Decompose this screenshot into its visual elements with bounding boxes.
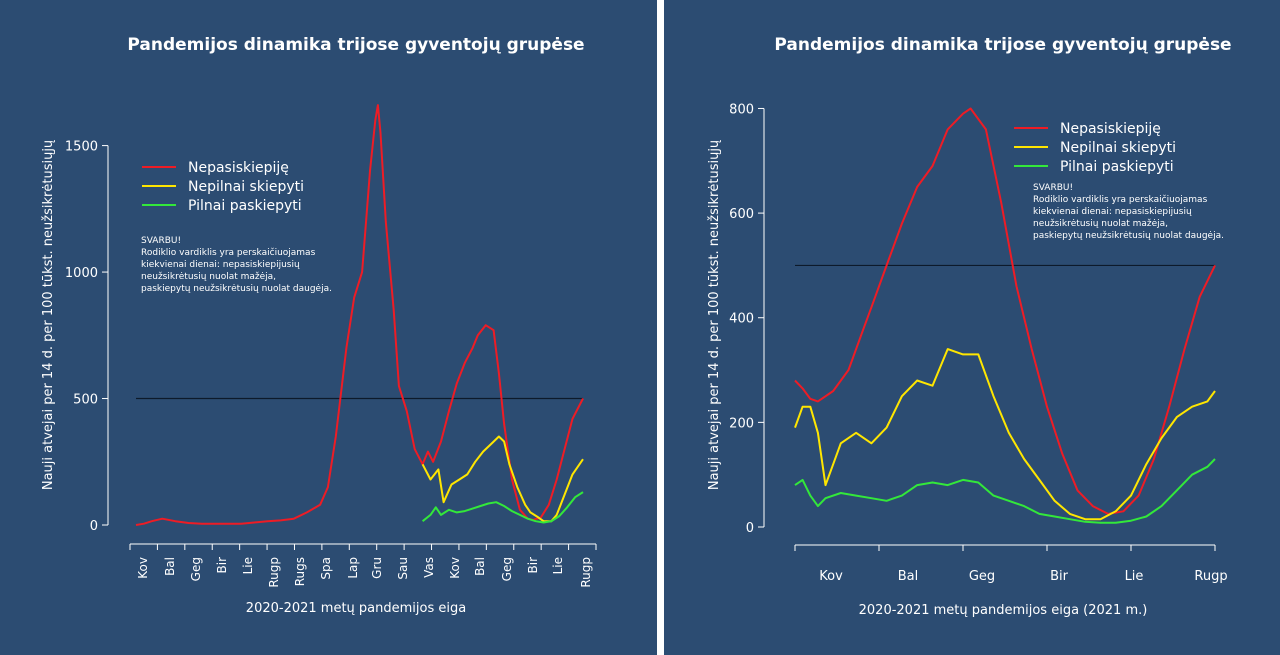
y-tick-label: 800: [729, 102, 754, 117]
x-tick-label: Bal: [473, 557, 487, 576]
y-axis-label: Nauji atvejai per 14 d. per 100 tūkst. n…: [41, 140, 56, 490]
chart-panel-left: Pandemijos dinamika trijose gyventojų gr…: [0, 0, 657, 655]
note-line: neužsikrėtusių nuolat mažėja,: [141, 272, 276, 282]
legend-label: Nepasiskiepiję: [1060, 121, 1161, 137]
series-line-0: [135, 104, 584, 526]
x-tick-label: Bir: [215, 557, 229, 574]
y-tick-label: 0: [746, 521, 754, 536]
x-axis-label: 2020-2021 metų pandemijos eiga: [246, 601, 466, 616]
chart-right: Pandemijos dinamika trijose gyventojų gr…: [707, 35, 1232, 618]
note-line: kiekvienai dienai: nepasiskiepijusių: [141, 260, 300, 270]
x-tick-label: Sau: [396, 557, 410, 580]
legend-label: Nepasiskiepiję: [188, 160, 289, 176]
chart-left: Pandemijos dinamika trijose gyventojų gr…: [41, 35, 597, 616]
series-line-2: [794, 458, 1216, 524]
y-tick-label: 200: [729, 416, 754, 431]
x-tick-label: Bal: [163, 557, 177, 576]
note-line: neužsikrėtusių nuolat mažėja,: [1033, 219, 1168, 229]
x-tick-label: Geg: [189, 557, 203, 581]
x-tick-label: Kov: [448, 557, 462, 579]
legend-label: Nepilnai skiepyti: [1060, 140, 1176, 156]
x-tick-label: Bir: [1050, 569, 1069, 584]
chart-title: Pandemijos dinamika trijose gyventojų gr…: [774, 35, 1231, 55]
legend-label: Pilnai paskiepyti: [1060, 159, 1174, 175]
y-tick-label: 500: [73, 393, 98, 408]
x-tick-label: Spa: [319, 557, 333, 580]
x-tick-label: Geg: [500, 557, 514, 581]
y-axis-label: Nauji atvejai per 14 d. per 100 tūkst. n…: [707, 140, 722, 490]
series-line-1: [421, 435, 584, 523]
x-tick-label: Lap: [346, 557, 360, 579]
x-tick-label: Lie: [241, 557, 255, 574]
x-tick-label: Rugp: [267, 557, 281, 588]
x-tick-label: Rugp: [579, 557, 593, 588]
x-axis-label: 2020-2021 metų pandemijos eiga (2021 m.): [859, 603, 1148, 618]
y-tick-label: 400: [729, 312, 754, 327]
chart-title: Pandemijos dinamika trijose gyventojų gr…: [127, 35, 584, 55]
note-line: Rodiklio vardiklis yra perskaičiuojamas: [1033, 194, 1208, 205]
x-tick-label: Bal: [898, 569, 919, 584]
series-line-0: [794, 107, 1216, 515]
x-tick-label: Vas: [422, 557, 436, 578]
x-tick-label: Rugp: [1194, 569, 1227, 584]
y-tick-label: 0: [90, 519, 98, 534]
x-tick-label: Gru: [370, 557, 384, 579]
series-line-2: [421, 491, 584, 524]
x-tick-label: Rugs: [293, 557, 307, 586]
chart-panel-right: Pandemijos dinamika trijose gyventojų gr…: [664, 0, 1280, 655]
x-tick-label: Bir: [526, 557, 540, 574]
note-line: paskiepytų neužsikrėtusių nuolat daugėja…: [1033, 231, 1224, 241]
y-tick-label: 1500: [65, 140, 98, 155]
x-tick-label: Lie: [1125, 569, 1144, 584]
note-line: SVARBU!: [1033, 183, 1073, 193]
note-line: Rodiklio vardiklis yra perskaičiuojamas: [141, 247, 316, 258]
series-line-1: [794, 348, 1216, 521]
y-tick-label: 1000: [65, 266, 98, 281]
note-line: SVARBU!: [141, 236, 181, 246]
note-line: paskiepytų neužsikrėtusių nuolat daugėja…: [141, 284, 332, 294]
x-tick-label: Kov: [136, 557, 150, 579]
y-tick-label: 600: [729, 207, 754, 222]
x-tick-label: Geg: [969, 569, 995, 584]
legend-label: Nepilnai skiepyti: [188, 179, 304, 195]
legend-label: Pilnai paskiepyti: [188, 198, 302, 214]
note-line: kiekvienai dienai: nepasiskiepijusių: [1033, 207, 1192, 217]
x-tick-label: Lie: [551, 557, 565, 574]
x-tick-label: Kov: [819, 569, 843, 584]
